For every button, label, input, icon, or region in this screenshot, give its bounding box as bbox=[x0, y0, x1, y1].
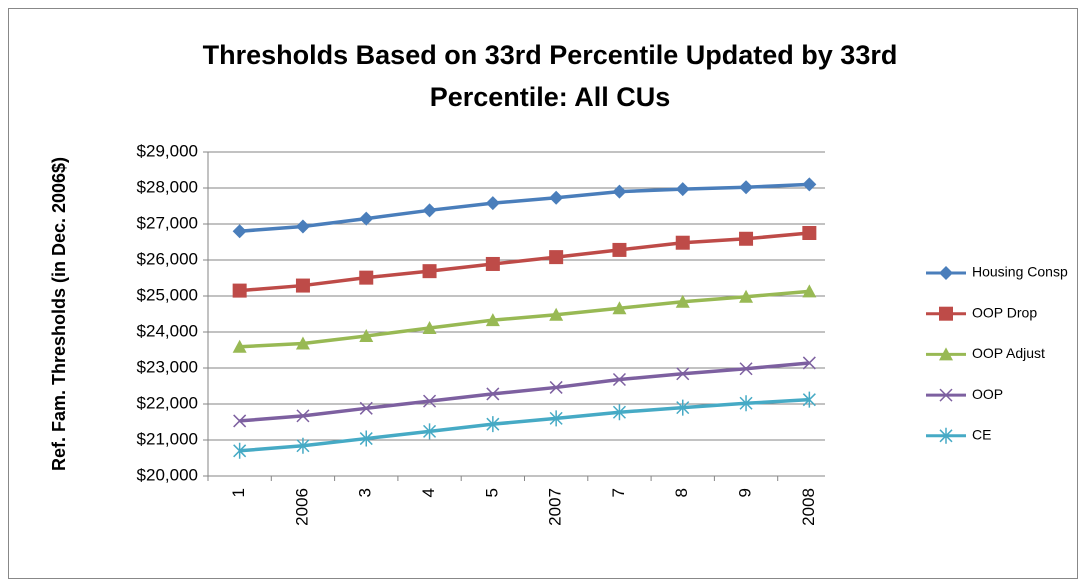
marker bbox=[549, 410, 563, 427]
x-tick-label: 2007 bbox=[546, 488, 565, 526]
marker bbox=[612, 404, 626, 421]
x-tick-label: 7 bbox=[609, 488, 628, 497]
marker bbox=[359, 270, 374, 285]
y-tick-label: $28,000 bbox=[137, 177, 198, 196]
marker bbox=[802, 226, 817, 240]
marker bbox=[739, 180, 754, 195]
legend-label: OOP Drop bbox=[972, 304, 1037, 320]
y-tick-label: $20,000 bbox=[137, 465, 198, 484]
marker bbox=[739, 362, 753, 376]
line bbox=[239, 361, 810, 423]
y-tick-label: $29,000 bbox=[137, 141, 198, 160]
marker bbox=[939, 427, 953, 444]
marker bbox=[676, 367, 690, 381]
x-tick-label: 4 bbox=[419, 488, 438, 497]
legend-label: OOP Adjust bbox=[972, 345, 1045, 361]
legend-label: CE bbox=[972, 427, 991, 443]
marker bbox=[939, 306, 953, 321]
marker bbox=[549, 380, 563, 394]
marker bbox=[233, 442, 247, 459]
x-tick-label: 1 bbox=[229, 488, 248, 497]
y-tick-label: $26,000 bbox=[137, 249, 198, 268]
series bbox=[232, 226, 817, 298]
marker bbox=[359, 211, 374, 226]
marker bbox=[549, 307, 564, 321]
marker bbox=[359, 401, 373, 415]
x-tick-label: 3 bbox=[356, 488, 375, 497]
marker bbox=[612, 184, 627, 199]
marker bbox=[939, 347, 953, 361]
marker bbox=[676, 399, 690, 416]
marker bbox=[295, 278, 310, 293]
marker bbox=[939, 266, 953, 280]
marker bbox=[739, 231, 754, 246]
marker bbox=[739, 395, 753, 412]
marker bbox=[295, 219, 310, 234]
series bbox=[232, 177, 817, 239]
y-axis-label: Ref. Fam. Thresholds (in Dec. 2006$) bbox=[49, 157, 69, 471]
y-tick-label: $22,000 bbox=[137, 393, 198, 412]
marker bbox=[233, 414, 247, 428]
marker bbox=[486, 387, 500, 401]
marker bbox=[939, 388, 953, 402]
series bbox=[233, 391, 816, 459]
marker bbox=[423, 423, 437, 440]
marker bbox=[296, 409, 310, 423]
marker bbox=[739, 289, 754, 303]
marker bbox=[612, 242, 627, 257]
marker bbox=[232, 339, 247, 353]
marker bbox=[422, 321, 437, 335]
marker bbox=[422, 264, 437, 279]
marker bbox=[549, 190, 564, 205]
legend-label: Housing Consp bbox=[972, 264, 1068, 280]
marker bbox=[675, 182, 690, 197]
marker bbox=[485, 196, 500, 211]
legend-label: OOP bbox=[972, 386, 1003, 402]
marker bbox=[675, 235, 690, 250]
chart-title: Thresholds Based on 33rd Percentile Upda… bbox=[202, 40, 898, 112]
x-tick-label: 5 bbox=[482, 488, 501, 497]
marker bbox=[486, 416, 500, 433]
series bbox=[233, 356, 816, 428]
x-tick-label: 2006 bbox=[292, 488, 311, 526]
marker bbox=[802, 177, 817, 192]
marker bbox=[802, 284, 817, 298]
line bbox=[239, 397, 810, 453]
line bbox=[239, 231, 810, 293]
marker bbox=[612, 372, 626, 387]
marker bbox=[612, 301, 627, 315]
y-tick-label: $25,000 bbox=[137, 285, 198, 304]
y-tick-label: $23,000 bbox=[137, 357, 198, 376]
marker bbox=[485, 256, 500, 271]
marker bbox=[802, 356, 816, 370]
x-tick-label: 9 bbox=[736, 488, 755, 497]
marker bbox=[359, 328, 374, 342]
marker bbox=[549, 250, 564, 265]
y-tick-label: $24,000 bbox=[137, 321, 198, 340]
y-tick-label: $27,000 bbox=[137, 213, 198, 232]
x-tick-label: 8 bbox=[672, 488, 691, 497]
x-tick-label: 2008 bbox=[799, 488, 818, 526]
line bbox=[239, 182, 810, 233]
marker bbox=[295, 336, 310, 350]
y-tick-label: $21,000 bbox=[137, 429, 198, 448]
marker bbox=[485, 313, 500, 327]
marker bbox=[802, 391, 816, 408]
series bbox=[232, 284, 817, 353]
marker bbox=[296, 437, 310, 454]
marker bbox=[232, 283, 247, 298]
marker bbox=[423, 394, 437, 408]
marker bbox=[359, 430, 373, 447]
marker bbox=[232, 224, 247, 239]
chart-frame bbox=[8, 8, 1078, 579]
marker bbox=[675, 294, 690, 308]
line bbox=[239, 289, 810, 349]
marker bbox=[422, 203, 437, 218]
